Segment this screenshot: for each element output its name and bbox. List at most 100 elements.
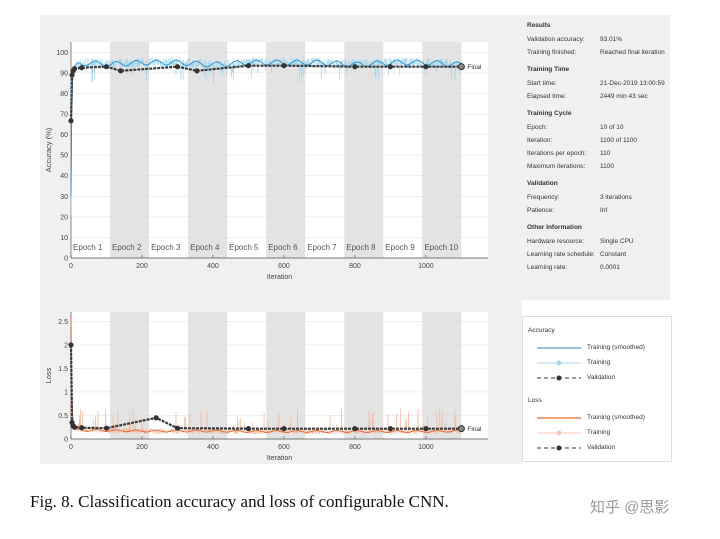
validation-point [79,65,85,71]
info-key: Validation accuracy: [527,36,585,43]
watermark: 知乎 @思影 [590,499,670,516]
info-value: 0.0001 [600,264,620,271]
legend-label: Validation [587,444,616,451]
info-key: Iteration: [527,137,553,144]
x-axis-label: Iteration [267,455,292,462]
validation-point [194,68,200,74]
validation-point [352,64,358,70]
y-tick-label: 80 [60,91,68,98]
x-tick-label: 800 [349,263,361,270]
info-row: Validation accuracy: 93.01% [522,33,670,46]
epoch-label: Epoch 2 [112,243,142,252]
info-value: 1100 of 1100 [600,137,637,144]
y-tick-label: 30 [60,194,68,201]
info-value: 10 of 10 [600,124,624,131]
info-value: 110 [600,150,611,157]
y-tick-label: 60 [60,132,68,139]
validation-line [69,64,461,121]
y-axis-label: Loss [44,367,53,383]
legend-label: Training [587,359,611,366]
final-marker [457,63,465,71]
legend-label: Training [587,429,611,436]
validation-point [71,424,78,430]
epoch-band [188,312,228,439]
epoch-label: Epoch 1 [73,243,103,252]
info-value: 3 iterations [600,194,632,201]
info-row: Patience: Inf [522,204,670,217]
training-line [70,57,462,216]
info-row: Start time: 21-Dec-2019 13:00:59 [522,77,670,90]
legend-label: Training (smoothed) [587,414,645,421]
validation-point [69,72,75,78]
validation-point [387,426,394,432]
x-tick-label: 0 [69,444,73,451]
epoch-band [422,42,462,258]
validation-point [352,426,358,432]
epoch-label: Epoch 6 [268,243,298,252]
info-key: Learning rate: [527,264,568,271]
info-section-title: Results [527,22,551,29]
epoch-label: Epoch 9 [385,243,415,252]
info-row: Iterations per epoch: 110 [522,147,670,160]
epoch-band [344,42,384,258]
epoch-label: Epoch 7 [307,243,337,252]
y-tick-label: 90 [60,70,68,77]
info-key: Start time: [527,80,557,87]
validation-point [103,64,110,70]
validation-point [68,342,74,348]
info-value: Inf [600,207,608,214]
info-key: Patience: [527,207,555,214]
info-section-title: Validation [527,180,558,187]
validation-point [281,63,287,69]
info-key: Epoch: [527,124,548,131]
validation-point [174,425,181,431]
epoch-band [266,312,306,439]
legend-acc-smoothed: Training (smoothed) [523,340,671,355]
info-key: Hardware resource: [527,238,585,245]
info-value: Single CPU [600,238,634,245]
y-tick-label: 0 [64,256,68,263]
legend-label: Validation [587,374,616,381]
epoch-band [110,42,150,258]
x-tick-label: 1000 [418,444,434,451]
info-value: 2449 min 43 sec [600,93,648,100]
legend-acc-training: Training [523,355,671,370]
training-info-panel: Results Validation accuracy: 93.01% Trainin… [522,15,670,300]
validation-line [69,344,461,430]
info-row: Elapsed time: 2449 min 43 sec [522,90,670,103]
y-tick-label: 0.5 [58,413,68,420]
y-tick-label: 10 [60,235,68,242]
figure-caption: Fig. 8. Classification accuracy and loss… [30,492,449,511]
training-smoothed-line [70,316,462,433]
info-row: Maximum iterations: 1100 [522,160,670,173]
y-tick-label: 70 [60,112,68,119]
epoch-band [188,42,228,258]
y-tick-label: 2 [64,342,68,349]
x-tick-label: 1000 [418,263,434,270]
info-row: Training finished: Reached final iteratio… [522,46,670,59]
y-tick-label: 20 [60,214,68,221]
x-tick-label: 400 [207,444,219,451]
legend-loss-title: Loss [528,397,542,404]
epoch-band [344,312,384,439]
validation-point [423,64,429,70]
epoch-band [266,42,306,258]
legend-loss-validation: Validation [523,440,671,455]
epoch-label: Epoch 8 [346,243,376,252]
epoch-label: Epoch 10 [424,243,458,252]
legend-acc-validation: Validation [523,370,671,385]
validation-point [245,426,252,432]
x-tick-label: 200 [136,444,148,451]
info-row: Epoch: 10 of 10 [522,121,670,134]
info-row: Learning rate schedule: Constant [522,248,670,261]
y-tick-label: 1 [64,389,68,396]
validation-point [281,426,287,432]
final-label: Final [467,426,482,433]
legend-label: Training (smoothed) [587,344,645,351]
epoch-label: Epoch 4 [190,243,220,252]
legend-loss-smoothed: Training (smoothed) [523,410,671,425]
final-label: Final [467,64,482,71]
x-tick-label: 600 [278,263,290,270]
info-section-title: Other Information [527,224,582,231]
